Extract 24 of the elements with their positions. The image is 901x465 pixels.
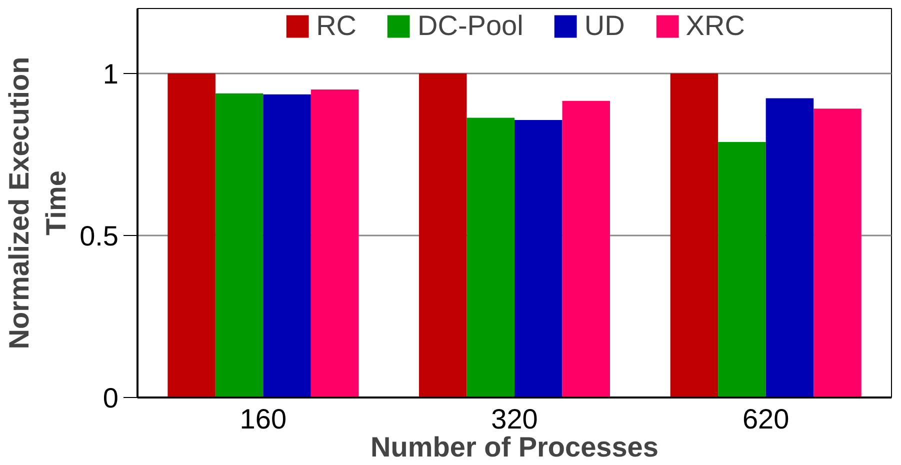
legend-label: UD	[584, 10, 625, 42]
bar	[514, 120, 562, 398]
bar	[814, 108, 862, 398]
bar	[418, 73, 467, 398]
legend-label: XRC	[686, 10, 745, 42]
y-tick-label: 0.5	[80, 220, 119, 252]
x-tick-label: 160	[240, 404, 287, 434]
x-tick-label: 320	[491, 404, 538, 434]
bar	[766, 98, 814, 398]
bar	[670, 73, 718, 398]
legend-label: RC	[316, 10, 357, 42]
bar	[718, 142, 766, 398]
bar	[215, 93, 264, 398]
x-tick-label: 620	[742, 404, 790, 434]
bar	[310, 90, 359, 398]
legend-label: DC-Pool	[418, 10, 524, 42]
bar	[466, 118, 514, 398]
y-tick-label: 1	[102, 58, 119, 90]
y-tick-label: 0	[102, 382, 119, 414]
bar	[263, 94, 311, 398]
bar	[168, 73, 216, 398]
x-axis-title: Number of Processes	[370, 432, 658, 462]
bar	[562, 100, 610, 398]
y-axis-title: Normalized Execution Time	[3, 56, 72, 350]
